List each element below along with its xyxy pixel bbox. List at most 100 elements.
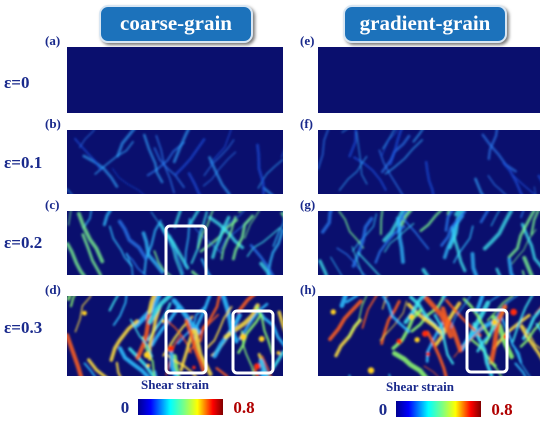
shear-band — [338, 155, 368, 191]
shear-band — [129, 318, 154, 358]
shear-band — [489, 360, 503, 376]
shear-band — [347, 296, 368, 340]
shear-band — [147, 296, 157, 315]
shear-band — [155, 134, 176, 194]
shear-band — [492, 313, 531, 350]
panel-label: (d) — [45, 282, 61, 297]
shear-band — [87, 358, 107, 376]
panel-label: (h) — [300, 282, 316, 297]
hot-spot — [239, 333, 247, 341]
hot-spot — [167, 345, 174, 352]
hot-spot — [143, 351, 151, 359]
shear-band — [424, 160, 435, 194]
shear-band — [412, 130, 424, 143]
shear-band — [168, 345, 178, 376]
strain-map — [318, 211, 540, 275]
header-box — [99, 5, 253, 43]
highlight-box — [231, 309, 275, 375]
shear-bands — [67, 296, 283, 376]
shear-band — [494, 296, 518, 322]
shear-band — [128, 347, 156, 376]
shear-band — [202, 151, 237, 187]
colorbar-label: Shear strain — [386, 379, 455, 394]
hot-spot — [192, 365, 196, 370]
shear-band — [512, 175, 536, 194]
shear-band — [187, 172, 201, 194]
shear-band — [253, 368, 259, 376]
shear-band — [76, 211, 105, 264]
shear-band — [391, 350, 428, 376]
shear-band — [126, 252, 134, 275]
colorbar — [396, 401, 481, 417]
shear-band — [439, 296, 447, 306]
shear-band — [67, 242, 86, 275]
shear-band — [519, 324, 540, 359]
shear-band — [159, 222, 190, 270]
shear-band — [450, 296, 471, 329]
shear-band — [280, 211, 283, 218]
shear-band — [453, 325, 485, 358]
colorbar-min: 0 — [379, 400, 388, 419]
shear-band — [474, 296, 485, 314]
hot-spot — [408, 314, 415, 320]
shear-band — [521, 308, 540, 341]
shear-band — [209, 130, 232, 165]
shear-band — [520, 211, 525, 219]
shear-band — [514, 349, 531, 376]
shear-band — [384, 222, 415, 253]
panel-label: (g) — [300, 197, 315, 212]
shear-band — [318, 259, 328, 275]
shear-band — [462, 297, 491, 337]
shear-band — [330, 256, 343, 275]
shear-band — [259, 261, 271, 275]
panels: ε=0 ε=0.1 ε=0.2 ε=0.3 (a) (b) (c) (d) (e) (f) (g) (… — [4, 33, 540, 376]
shear-band — [537, 174, 540, 181]
shear-band — [115, 361, 122, 376]
row-label: ε=0.2 — [4, 233, 42, 252]
shear-band — [173, 211, 182, 229]
shear-band — [215, 367, 229, 376]
shear-band — [271, 350, 283, 370]
shear-band — [328, 299, 363, 342]
shear-band — [153, 250, 172, 275]
shear-band — [172, 130, 190, 164]
highlight-boxes — [164, 224, 509, 375]
shear-band — [188, 211, 200, 227]
shear-band — [520, 222, 540, 268]
shear-band — [351, 246, 364, 275]
shear-band — [519, 321, 540, 348]
colorbar-max: 0.8 — [491, 400, 512, 419]
shear-band — [203, 139, 235, 177]
shear-band — [184, 319, 206, 374]
shear-band — [440, 211, 467, 247]
shear-band — [381, 296, 411, 333]
shear-band — [410, 296, 445, 333]
shear-band — [259, 370, 266, 376]
shear-band — [199, 296, 221, 343]
strain-map — [318, 296, 540, 376]
shear-band — [150, 305, 181, 347]
shear-band — [146, 141, 185, 177]
shear-band — [125, 253, 147, 275]
shear-bands — [318, 130, 540, 194]
shear-band — [388, 130, 403, 166]
shear-band — [379, 211, 384, 236]
shear-band — [338, 211, 365, 249]
shear-band — [188, 313, 219, 353]
shear-band — [419, 211, 443, 233]
shear-band — [488, 304, 508, 365]
shear-band — [351, 213, 378, 252]
shear-band — [522, 255, 534, 275]
panel-label: (e) — [300, 33, 314, 48]
shear-band — [440, 306, 463, 353]
panel-label: (a) — [45, 33, 60, 48]
panel-label: (f) — [300, 116, 313, 131]
shear-band — [530, 211, 540, 236]
shear-bands — [67, 211, 283, 275]
shear-band — [272, 219, 283, 247]
shear-band — [378, 149, 404, 194]
shear-band — [108, 225, 133, 267]
shear-band — [231, 214, 254, 261]
map-background — [318, 130, 540, 194]
strain-map — [67, 211, 283, 275]
